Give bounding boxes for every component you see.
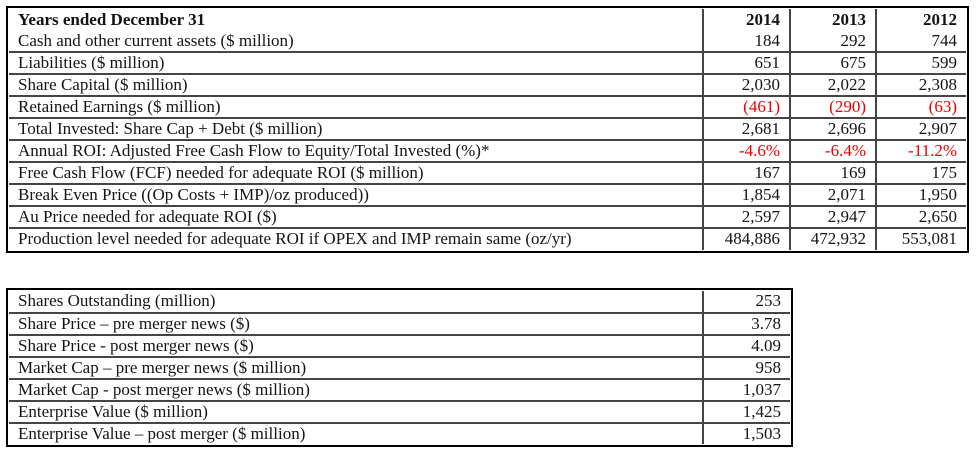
financial-table: Years ended December 31 2014 2013 2012 C… <box>9 9 966 250</box>
value-cell: 4.09 <box>702 333 790 358</box>
table-row: Production level needed for adequate ROI… <box>9 227 966 250</box>
row-label: Annual ROI: Adjusted Free Cash Flow to E… <box>9 139 704 163</box>
value-cell: 2,030 <box>702 73 791 97</box>
year-column-header-2012: 2012 <box>875 9 966 31</box>
table-row: Share Capital ($ million) 2,030 2,022 2,… <box>9 73 966 97</box>
value-cell-negative: (290) <box>789 95 877 119</box>
row-label: Share Price – pre merger news ($) <box>9 311 704 336</box>
row-label: Production level needed for adequate ROI… <box>9 227 704 250</box>
value-cell: 2,597 <box>702 205 791 229</box>
financial-header-label: Years ended December 31 <box>9 9 704 31</box>
row-label: Shares Outstanding (million) <box>9 291 704 314</box>
table-row: Break Even Price ((Op Costs + IMP)/oz pr… <box>9 183 966 207</box>
value-cell-negative: (63) <box>875 95 966 119</box>
value-cell: 175 <box>875 161 966 185</box>
financial-table-frame: Years ended December 31 2014 2013 2012 C… <box>6 6 969 253</box>
table-row: Total Invested: Share Cap + Debt ($ mill… <box>9 117 966 141</box>
value-cell: 553,081 <box>875 227 966 250</box>
table-row: Market Cap - post merger news ($ million… <box>9 377 790 402</box>
value-cell: 2,650 <box>875 205 966 229</box>
row-label: Liabilities ($ million) <box>9 51 704 75</box>
row-label: Market Cap - post merger news ($ million… <box>9 377 704 402</box>
value-cell: 472,932 <box>789 227 877 250</box>
value-cell: 484,886 <box>702 227 791 250</box>
value-cell-negative: -4.6% <box>702 139 791 163</box>
row-label: Share Capital ($ million) <box>9 73 704 97</box>
valuation-table-frame: Shares Outstanding (million) 253 Share P… <box>6 288 793 447</box>
row-label: Break Even Price ((Op Costs + IMP)/oz pr… <box>9 183 704 207</box>
value-cell: 2,681 <box>702 117 791 141</box>
financial-header-row: Years ended December 31 2014 2013 2012 <box>9 9 966 31</box>
row-label: Retained Earnings ($ million) <box>9 95 704 119</box>
table-row: Share Price – pre merger news ($) 3.78 <box>9 311 790 336</box>
value-cell: 675 <box>789 51 877 75</box>
table-row: Annual ROI: Adjusted Free Cash Flow to E… <box>9 139 966 163</box>
value-cell: 2,022 <box>789 73 877 97</box>
row-label: Market Cap – pre merger news ($ million) <box>9 355 704 380</box>
row-label: Au Price needed for adequate ROI ($) <box>9 205 704 229</box>
value-cell-negative: (461) <box>702 95 791 119</box>
value-cell: 599 <box>875 51 966 75</box>
value-cell: 2,308 <box>875 73 966 97</box>
row-label: Cash and other current assets ($ million… <box>9 30 704 53</box>
row-label: Enterprise Value – post merger ($ millio… <box>9 421 704 444</box>
value-cell: 2,071 <box>789 183 877 207</box>
value-cell: 184 <box>702 30 791 53</box>
table-row: Cash and other current assets ($ million… <box>9 30 966 53</box>
row-label: Total Invested: Share Cap + Debt ($ mill… <box>9 117 704 141</box>
value-cell: 167 <box>702 161 791 185</box>
value-cell: 3.78 <box>702 311 790 336</box>
value-cell: 1,854 <box>702 183 791 207</box>
value-cell: 2,947 <box>789 205 877 229</box>
value-cell: 1,037 <box>702 377 790 402</box>
valuation-table: Shares Outstanding (million) 253 Share P… <box>9 291 790 444</box>
value-cell: 1,950 <box>875 183 966 207</box>
value-cell: 2,907 <box>875 117 966 141</box>
table-row: Retained Earnings ($ million) (461) (290… <box>9 95 966 119</box>
table-row: Shares Outstanding (million) 253 <box>9 291 790 314</box>
table-row: Enterprise Value – post merger ($ millio… <box>9 421 790 444</box>
value-cell: 1,503 <box>702 421 790 444</box>
table-row: Free Cash Flow (FCF) needed for adequate… <box>9 161 966 185</box>
value-cell: 169 <box>789 161 877 185</box>
value-cell: 651 <box>702 51 791 75</box>
value-cell-negative: -11.2% <box>875 139 966 163</box>
value-cell: 744 <box>875 30 966 53</box>
row-label: Share Price - post merger news ($) <box>9 333 704 358</box>
table-row: Au Price needed for adequate ROI ($) 2,5… <box>9 205 966 229</box>
table-row: Share Price - post merger news ($) 4.09 <box>9 333 790 358</box>
value-cell: 2,696 <box>789 117 877 141</box>
table-row: Market Cap – pre merger news ($ million)… <box>9 355 790 380</box>
row-label: Free Cash Flow (FCF) needed for adequate… <box>9 161 704 185</box>
value-cell: 1,425 <box>702 399 790 424</box>
table-row: Enterprise Value ($ million) 1,425 <box>9 399 790 424</box>
value-cell: 292 <box>789 30 877 53</box>
year-column-header-2014: 2014 <box>702 9 791 31</box>
value-cell: 958 <box>702 355 790 380</box>
value-cell: 253 <box>702 291 790 314</box>
value-cell-negative: -6.4% <box>789 139 877 163</box>
table-row: Liabilities ($ million) 651 675 599 <box>9 51 966 75</box>
year-column-header-2013: 2013 <box>789 9 877 31</box>
row-label: Enterprise Value ($ million) <box>9 399 704 424</box>
